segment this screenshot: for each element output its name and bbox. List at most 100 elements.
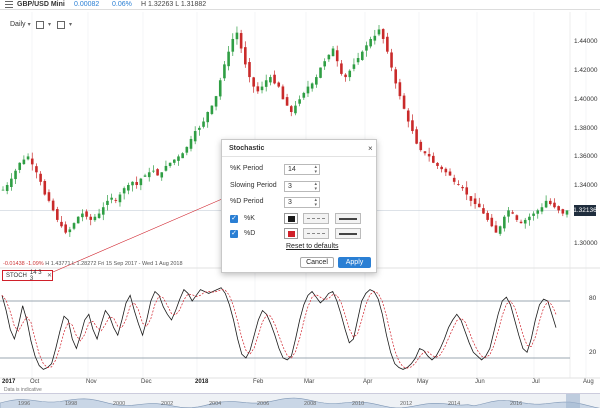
candle-body [139, 178, 143, 186]
candle-body [147, 172, 151, 178]
data-disclaimer: Data is indicative [4, 387, 42, 393]
candle-body [239, 33, 243, 49]
candle-body [244, 47, 247, 65]
candle-body [561, 209, 565, 214]
candle-body [348, 70, 352, 78]
candle-body [256, 86, 260, 92]
interval-label: Daily [10, 21, 26, 28]
k-line-width-select[interactable] [335, 213, 361, 224]
navigator-year: 1996 [18, 401, 31, 407]
d-period-input[interactable]: 3 ▴ ▾ [284, 197, 320, 208]
candle-body [386, 36, 389, 52]
d-color-picker[interactable] [284, 228, 298, 239]
interval-dropdown[interactable]: Daily ▾ [10, 19, 31, 30]
time-axis-label: May [417, 379, 429, 385]
candle-body [89, 216, 93, 220]
candle-body [131, 181, 134, 186]
candle-body [164, 165, 168, 171]
candle-body [486, 212, 489, 220]
candle-body [377, 29, 381, 35]
divider [222, 156, 376, 157]
menu-icon[interactable] [5, 1, 13, 8]
d-line-checkbox[interactable]: ✓ [230, 230, 238, 238]
chevron-down-icon: ▾ [69, 22, 73, 28]
candle-body [18, 162, 22, 170]
candle-body [160, 172, 164, 178]
price-axis-label: 1.38000 [574, 125, 598, 132]
candle-body [106, 200, 109, 205]
candle-body [81, 213, 84, 218]
candle-body [14, 170, 17, 180]
indicator-params: 14 3 3 [29, 269, 42, 282]
spinner-arrows-icon[interactable]: ▴ ▾ [314, 197, 317, 208]
candle-body [394, 69, 398, 84]
time-axis-label: Jul [532, 379, 540, 385]
candle-body [227, 51, 230, 67]
d-line-width-select[interactable] [335, 228, 361, 239]
time-axis-label: Jun [475, 379, 485, 385]
candle-body [143, 175, 147, 177]
candle-body [532, 213, 535, 216]
candle-body [369, 38, 372, 47]
price-axis-label: 1.30000 [574, 240, 598, 247]
navigator-year: 2010 [352, 401, 365, 407]
time-axis-label: 2018 [195, 379, 209, 385]
d-line-label: %D [244, 230, 256, 237]
candle-body [406, 110, 410, 122]
high-low: H 1.32263 L 1.31882 [141, 1, 207, 8]
time-navigator[interactable] [0, 393, 600, 408]
indicator-dropdown[interactable]: ▾ [57, 19, 72, 30]
candle-body [381, 29, 385, 39]
candle-body [214, 96, 218, 107]
time-axis-label: Nov [86, 379, 97, 385]
navigator-year: 2016 [510, 401, 523, 407]
spinner-arrows-icon[interactable]: ▴ ▾ [314, 181, 317, 192]
close-icon[interactable]: × [368, 144, 373, 153]
candle-body [432, 155, 435, 163]
candle-body [490, 217, 494, 227]
candle-body [411, 120, 414, 132]
instrument-header: GBP/USD Mini 0.00082 0.06% H 1.32263 L 1… [0, 0, 600, 10]
annotation-line [52, 198, 223, 273]
stoch-axis-label: 80 [589, 295, 597, 302]
color-swatch [288, 216, 295, 222]
candle-body [440, 166, 443, 170]
candle-body [331, 48, 335, 57]
d-line-style-select[interactable] [303, 228, 329, 239]
candle-body [340, 63, 343, 74]
candle-body [327, 54, 331, 60]
candle-body [43, 181, 47, 195]
k-period-input[interactable]: 14 ▴ ▾ [284, 164, 320, 175]
candle-body [248, 62, 251, 78]
slowing-period-input[interactable]: 3 ▴ ▾ [284, 181, 320, 192]
candle-body [469, 196, 473, 201]
candle-body [565, 210, 569, 215]
stoch-indicator-tag[interactable]: STOCH 14 3 3 ✕ [2, 269, 53, 282]
candle-body [30, 158, 34, 165]
chart-type-dropdown[interactable]: ▾ [36, 19, 51, 30]
candle-body [97, 213, 101, 218]
k-line-style-select[interactable] [303, 213, 329, 224]
candle-body [51, 200, 55, 211]
close-icon[interactable]: ✕ [46, 273, 52, 279]
candle-body [93, 216, 97, 221]
candle-body [310, 83, 314, 89]
navigator-window[interactable] [566, 394, 580, 408]
candle-body [457, 184, 460, 185]
apply-button[interactable]: Apply [338, 257, 371, 268]
instrument-symbol[interactable]: GBP/USD Mini [17, 1, 65, 8]
k-line [1, 287, 557, 370]
candle-body [273, 74, 276, 84]
candle-body [323, 61, 326, 67]
navigator-year: 1998 [65, 401, 78, 407]
candle-body [285, 97, 289, 106]
candle-body [294, 105, 297, 114]
reset-defaults-link[interactable]: Reset to defaults [286, 243, 339, 250]
cancel-button[interactable]: Cancel [300, 257, 334, 268]
candle-body [448, 171, 452, 176]
k-line-checkbox[interactable]: ✓ [230, 215, 238, 223]
k-color-picker[interactable] [284, 213, 298, 224]
spinner-arrows-icon[interactable]: ▴ ▾ [314, 164, 317, 175]
d-period-label: %D Period [230, 198, 264, 205]
